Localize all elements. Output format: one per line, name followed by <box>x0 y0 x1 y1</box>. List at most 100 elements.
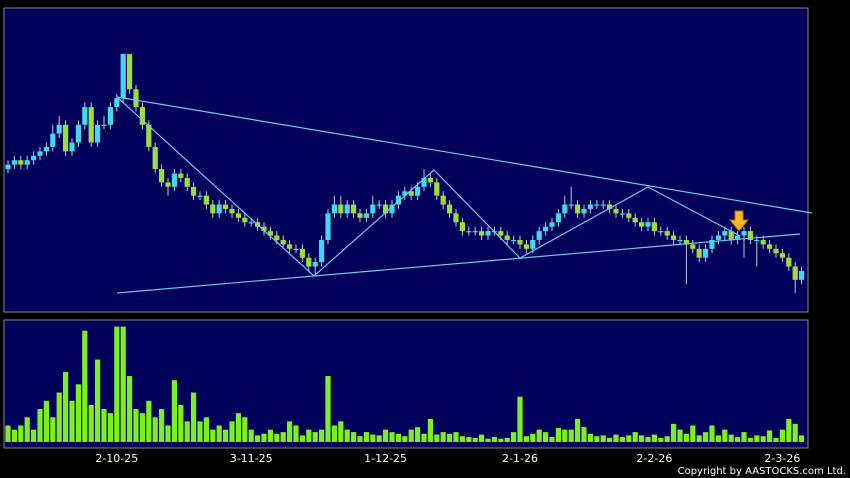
volume-bar <box>779 429 785 442</box>
candle-body <box>517 239 523 245</box>
candle-body <box>472 231 478 233</box>
candle-body <box>363 213 369 218</box>
volume-bar <box>5 425 11 442</box>
candle-body <box>235 213 241 218</box>
candle-body <box>133 89 139 108</box>
volume-bar <box>415 427 421 442</box>
volume-bar <box>786 418 792 442</box>
trendlines <box>116 96 813 294</box>
candle-body <box>216 204 222 214</box>
candle-body <box>498 231 504 236</box>
candle-body <box>197 195 203 197</box>
volume-bar <box>472 437 478 442</box>
volume-bar <box>466 437 472 442</box>
candle-body <box>600 204 606 206</box>
volume-bar <box>453 432 459 442</box>
candle-body <box>261 226 267 232</box>
candle-body <box>792 266 798 280</box>
volume-bar <box>127 376 133 442</box>
candle-body <box>747 231 753 240</box>
candle-body <box>773 248 779 254</box>
candle-body <box>677 239 683 242</box>
candle-body <box>171 173 177 187</box>
candle-body <box>427 177 433 183</box>
candle-body <box>568 204 574 206</box>
volume-bar <box>165 425 171 442</box>
volume-bar <box>715 435 721 442</box>
volume-bar <box>728 434 734 442</box>
volume-bar <box>575 418 581 442</box>
candle-body <box>466 231 472 233</box>
candle-body <box>242 217 248 223</box>
volume-bar <box>696 435 702 442</box>
candle-body <box>703 248 709 258</box>
volume-bar <box>536 429 542 442</box>
volume-bar <box>683 433 689 442</box>
volume-bar <box>600 435 606 442</box>
candle-body <box>152 146 158 170</box>
candle-body <box>43 146 49 152</box>
volume-bar <box>43 400 49 442</box>
volume-bar <box>632 432 638 442</box>
arrow-marker <box>728 210 750 232</box>
candle-body <box>530 239 536 249</box>
candle-body <box>146 124 152 147</box>
candle-body <box>376 204 382 206</box>
candle-body <box>37 151 43 156</box>
volume-bar <box>159 409 165 442</box>
candle-body <box>715 235 721 240</box>
candle-body <box>447 204 453 214</box>
volume-bar <box>101 409 107 442</box>
volume-bar <box>613 434 619 442</box>
volume-bar <box>255 435 261 442</box>
candle-body <box>645 222 651 227</box>
volume-bar <box>37 409 43 442</box>
candle-body <box>760 239 766 245</box>
candle-body <box>389 204 395 214</box>
volume-bar <box>267 429 273 442</box>
volume-bar <box>229 421 235 442</box>
candle-body <box>779 253 785 258</box>
volume-bar <box>792 423 798 442</box>
candle-body <box>11 160 17 165</box>
volume-bar <box>607 437 613 442</box>
candle-body <box>165 182 171 187</box>
volume-bar <box>197 421 203 442</box>
volume-bar <box>139 413 145 442</box>
x-tick-label: 2-1-26 <box>502 452 538 465</box>
volume-bar <box>549 437 555 442</box>
candle-body <box>402 191 408 196</box>
volume-bar <box>408 429 414 442</box>
volume-bar <box>242 417 248 442</box>
volume-bar <box>754 435 760 442</box>
volume-bar <box>658 437 664 442</box>
volume-bar <box>434 434 440 442</box>
volume-bar <box>651 434 657 442</box>
candle-body <box>127 53 133 90</box>
candle-body <box>203 195 209 205</box>
volume-bar <box>287 421 293 442</box>
volume-bar <box>543 432 549 442</box>
volume-bar <box>594 436 600 442</box>
volume-bar <box>133 409 139 442</box>
candle-body <box>664 231 670 236</box>
candle-body <box>287 244 293 249</box>
volume-bar <box>107 413 113 442</box>
volume-bar <box>88 404 94 442</box>
candle-body <box>722 231 728 236</box>
candle-body <box>184 177 190 187</box>
candle-body <box>210 204 216 214</box>
candle-body <box>383 204 389 214</box>
volume-bar <box>344 429 350 442</box>
candle-body <box>690 244 696 249</box>
labels: 2-10-25 3-11-25 1-12-25 2-1-26 2-2-26 2-3-26 <box>95 452 800 465</box>
candle-body <box>453 213 459 223</box>
candle-body <box>312 262 318 267</box>
candle-body <box>191 186 197 196</box>
volume-bar <box>722 429 728 442</box>
candle-body <box>139 107 145 125</box>
volume-bar <box>671 423 677 442</box>
candle-body <box>50 133 56 147</box>
marks <box>5 53 805 442</box>
